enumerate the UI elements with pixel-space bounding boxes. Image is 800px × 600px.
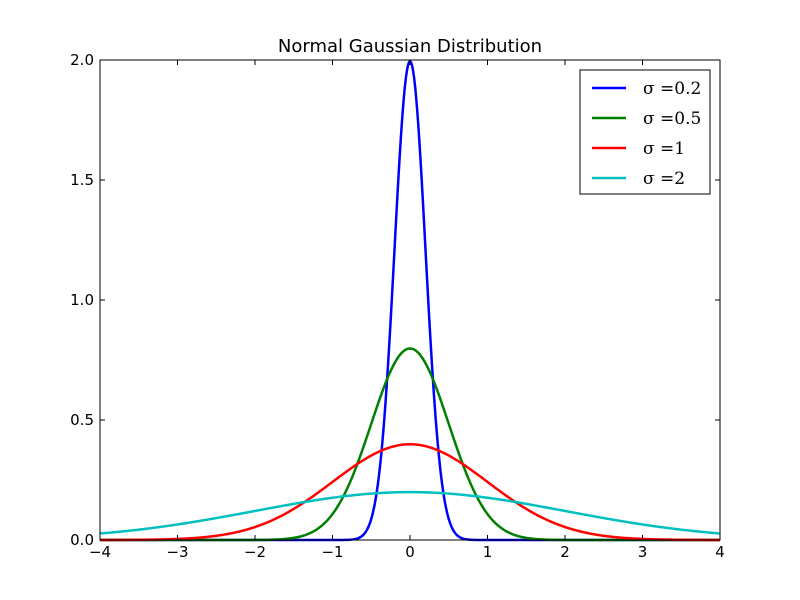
legend-entries: σ =0.2 σ =0.5 σ =1 σ =2 [592,79,701,189]
legend: σ =0.2 σ =0.5 σ =1 σ =2 [579,69,711,195]
x-tick-label: 1 [483,543,493,561]
x-tick-label: −4 [89,543,111,561]
legend-label-3: σ =2 [643,169,685,189]
legend-label-1: σ =0.5 [643,109,701,129]
y-tick-label: 1.0 [70,291,94,309]
y-tick-label: 0.0 [70,531,94,549]
chart-title: Normal Gaussian Distribution [278,36,542,57]
y-tick-label: 1.5 [70,171,94,189]
y-tick-label: 2.0 [70,51,94,69]
y-tick-label: 0.5 [70,411,94,429]
x-tick-label: −3 [166,543,188,561]
ticks-layer: −4 −3 −2 −1 0 1 2 3 4 0.0 0.5 1.0 1.5 2.0 [70,51,725,561]
x-tick-label: 0 [405,543,415,561]
x-tick-label: −1 [321,543,343,561]
series-line-3 [99,490,721,535]
x-tick-label: 3 [638,543,648,561]
legend-label-0: σ =0.2 [643,79,701,99]
legend-label-2: σ =1 [643,139,685,159]
x-tick-label: 4 [715,543,725,561]
series-line-2 [99,443,721,542]
x-tick-label: −2 [244,543,266,561]
legend-box [579,69,711,195]
x-tick-label: 2 [560,543,570,561]
